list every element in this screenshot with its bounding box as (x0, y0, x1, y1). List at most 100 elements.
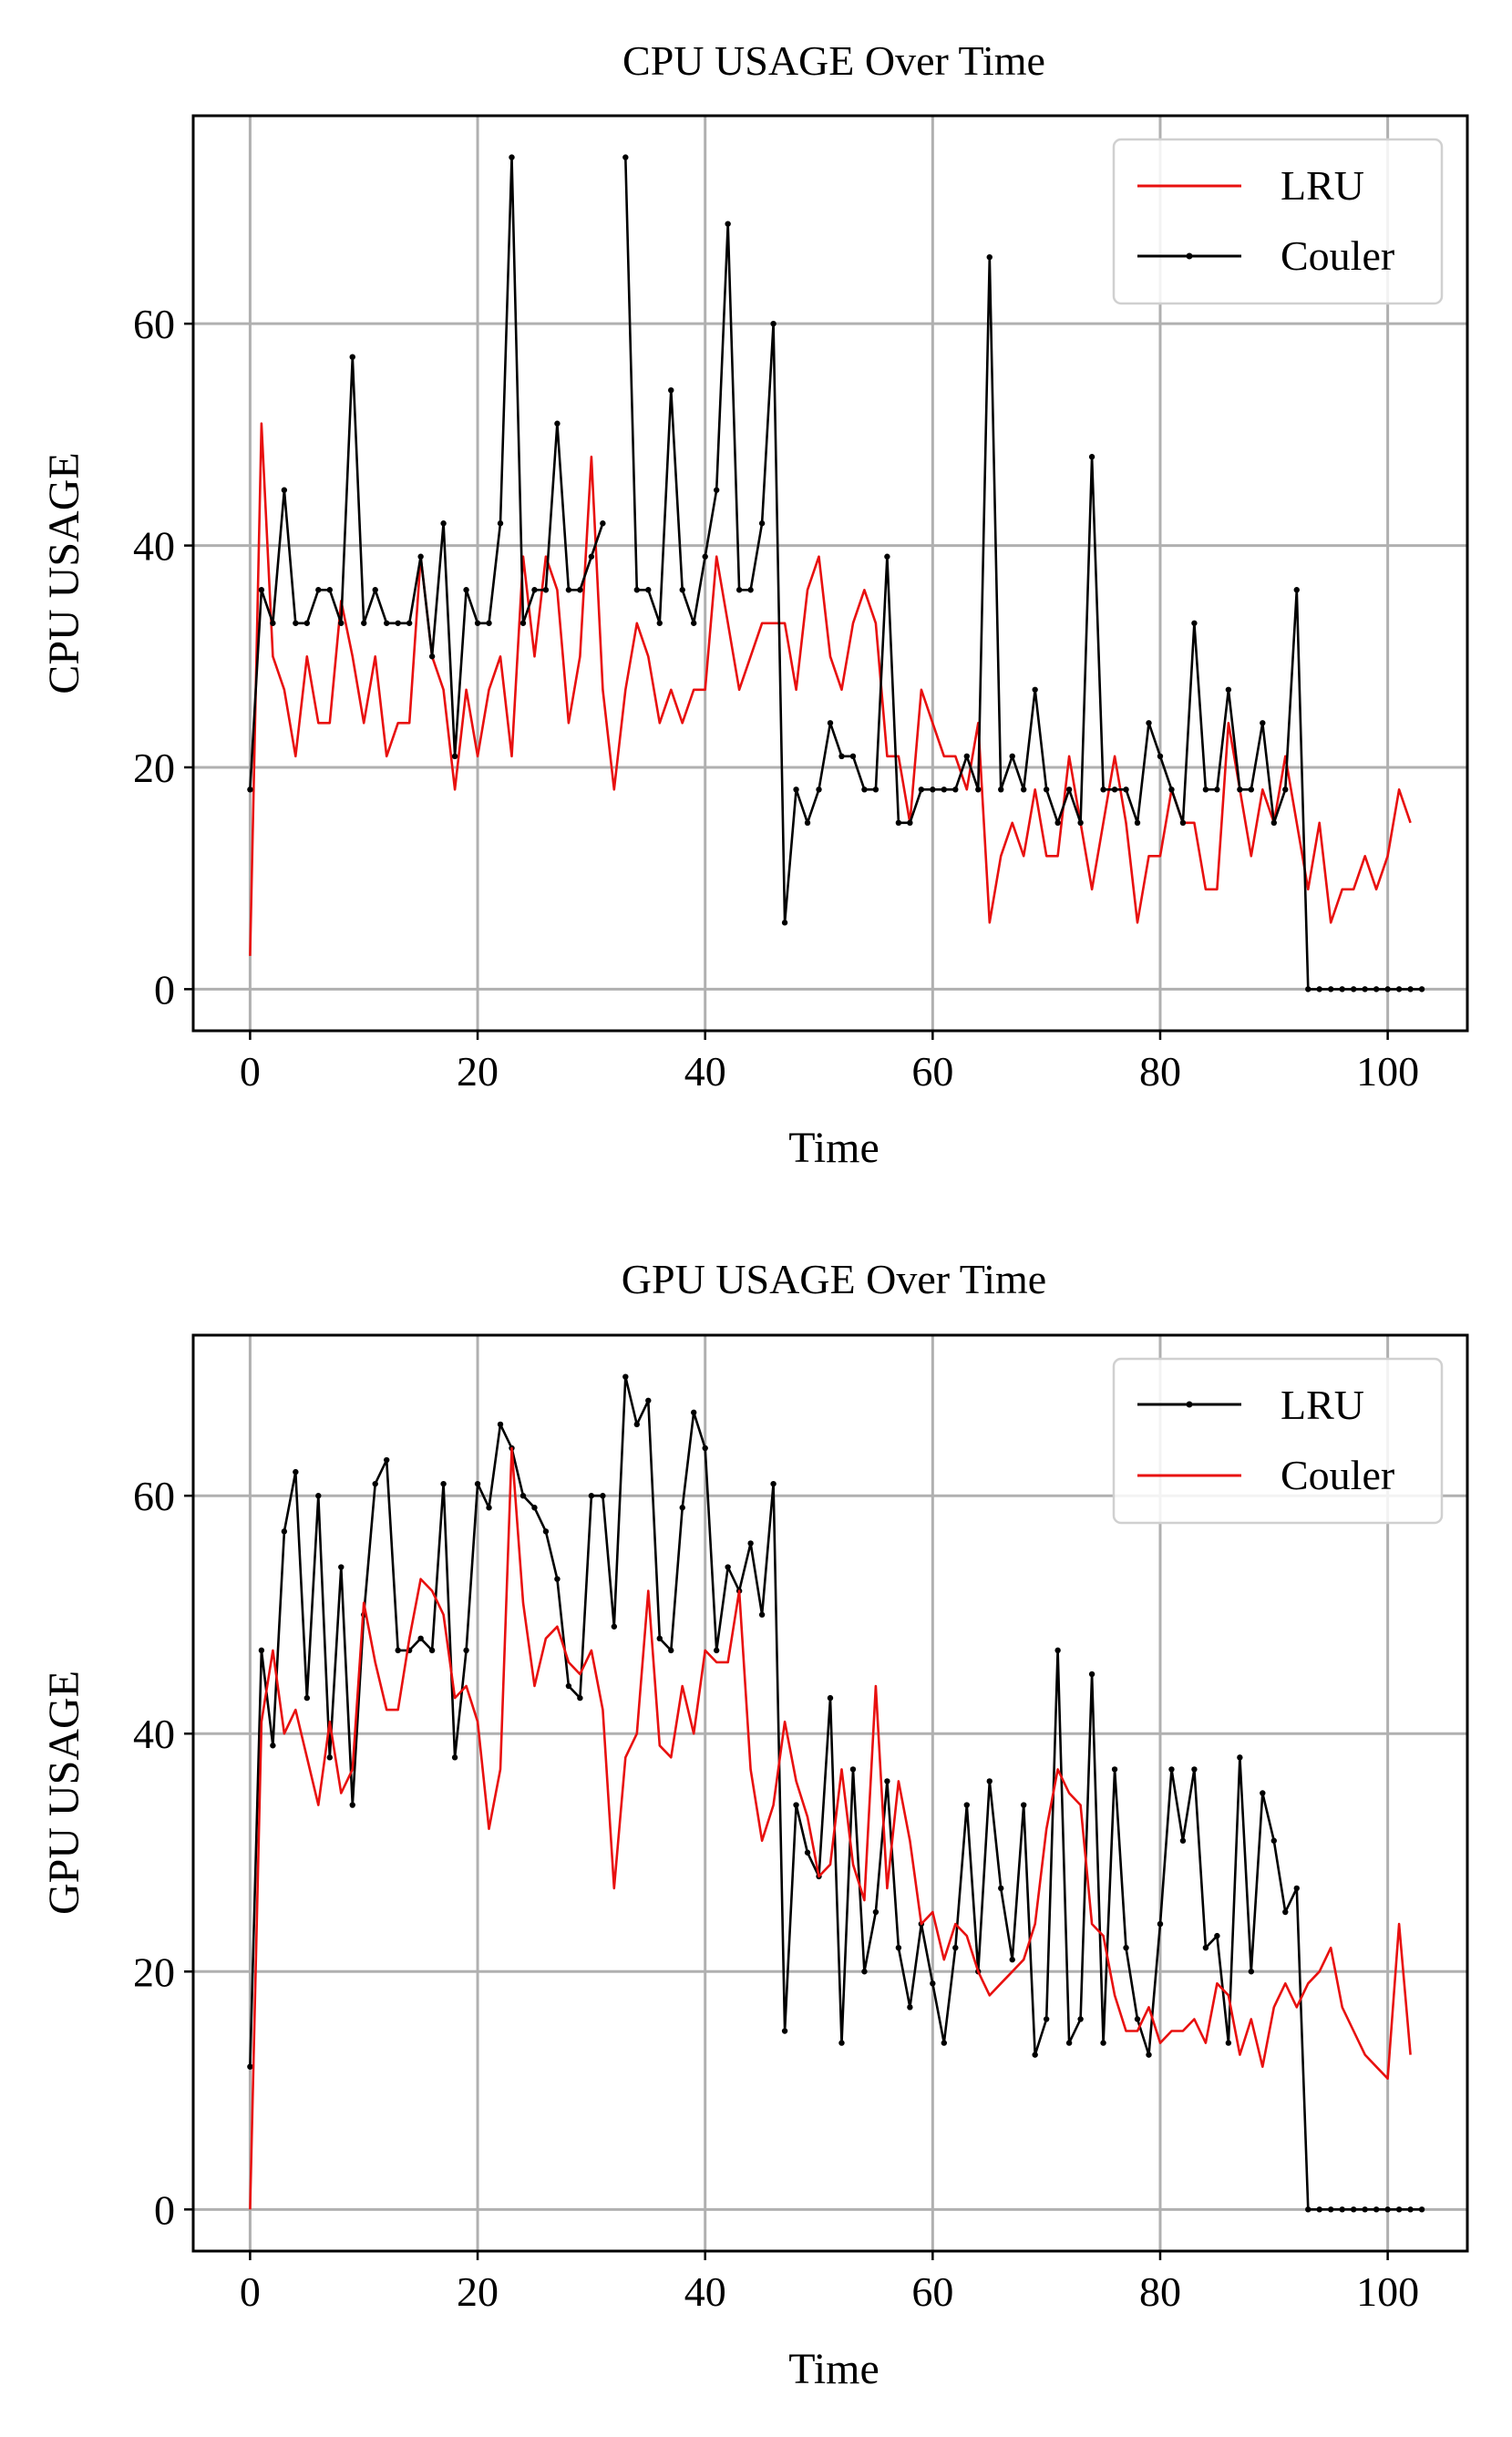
gpu-data-point-lru (827, 1694, 834, 1702)
gpu-data-point-lru (1384, 2206, 1391, 2213)
cpu-data-point-couler (1395, 986, 1403, 992)
cpu-data-point-couler (1088, 454, 1095, 460)
cpu-data-point-couler (986, 253, 993, 261)
gpu-data-point-lru (1077, 2016, 1084, 2022)
cpu-data-point-couler (1260, 720, 1266, 726)
cpu-data-point-couler (1191, 620, 1198, 626)
gpu-data-point-lru (725, 1564, 731, 1570)
gpu-data-point-lru (1168, 1766, 1175, 1773)
gpu-data-point-lru (679, 1505, 685, 1511)
gpu-data-point-lru (1054, 1647, 1061, 1654)
gpu-data-point-lru (804, 1849, 811, 1856)
cpu-data-point-couler (1065, 787, 1073, 793)
gpu-series-line-couler (249, 1446, 1412, 2210)
gpu-chart-title: GPU USAGE Over Time (622, 1256, 1046, 1302)
gpu-data-point-lru (486, 1505, 492, 1511)
cpu-data-point-couler (656, 620, 663, 626)
cpu-data-point-couler (827, 720, 834, 726)
gpu-data-point-lru (1339, 2206, 1345, 2213)
gpu-legend-marker-lru (1186, 1401, 1193, 1408)
gpu-data-point-lru (849, 1766, 857, 1773)
cpu-data-point-couler (1123, 787, 1129, 793)
cpu-data-point-couler (600, 520, 606, 527)
cpu-legend-label-lru: LRU (1281, 162, 1364, 209)
cpu-data-point-couler (1157, 753, 1164, 759)
cpu-data-point-couler (1202, 787, 1209, 793)
cpu-data-point-couler (338, 620, 345, 626)
gpu-data-point-lru (702, 1445, 708, 1452)
gpu-chart-frame (191, 1333, 1469, 2253)
cpu-y-tick-label: 60 (133, 301, 175, 347)
gpu-data-point-lru (1350, 2206, 1357, 2213)
gpu-data-point-lru (1270, 1837, 1278, 1844)
gpu-data-point-lru (588, 1493, 595, 1499)
cpu-data-point-couler (770, 320, 777, 327)
gpu-data-point-lru (758, 1611, 766, 1618)
cpu-data-point-couler (793, 787, 799, 793)
cpu-data-point-couler (258, 587, 265, 593)
cpu-data-point-couler (702, 553, 708, 560)
cpu-data-point-couler (1225, 686, 1232, 693)
cpu-data-point-couler (463, 587, 469, 593)
cpu-data-point-couler (417, 553, 424, 560)
cpu-data-point-couler (725, 221, 731, 227)
gpu-y-tick-label: 20 (133, 1949, 175, 1995)
cpu-legend-label-couler: Couler (1281, 232, 1394, 279)
cpu-legend-box (1112, 138, 1444, 305)
gpu-data-point-lru (645, 1397, 652, 1404)
cpu-data-point-couler (395, 620, 401, 626)
gpu-data-point-lru (303, 1694, 311, 1702)
cpu-x-tick-label: 100 (1356, 1048, 1419, 1095)
gpu-data-point-lru (1282, 1908, 1289, 1916)
cpu-data-point-couler (918, 787, 925, 793)
cpu-data-point-couler (542, 587, 550, 593)
gpu-data-point-lru (838, 2040, 845, 2046)
gpu-data-point-lru (372, 1480, 378, 1487)
gpu-data-point-lru (793, 1802, 799, 1808)
gpu-data-point-lru (963, 1802, 970, 1808)
gpu-data-point-lru (1418, 2206, 1425, 2213)
gpu-data-point-lru (747, 1540, 754, 1547)
gpu-data-point-lru (1179, 1837, 1187, 1844)
gpu-data-point-lru (577, 1694, 583, 1702)
cpu-y-tick-label: 0 (154, 966, 175, 1013)
cpu-legend-marker-couler (1186, 252, 1193, 260)
cpu-data-point-couler (406, 620, 413, 626)
cpu-data-point-couler (930, 787, 936, 793)
cpu-data-point-couler (1418, 986, 1425, 992)
gpu-data-point-lru (1009, 1957, 1015, 1963)
gpu-data-point-lru (1202, 1944, 1209, 1951)
gpu-data-point-lru (1395, 2206, 1403, 2213)
cpu-data-point-couler (735, 587, 743, 593)
gpu-data-point-lru (338, 1564, 345, 1570)
cpu-data-point-couler (588, 553, 595, 560)
gpu-data-point-lru (474, 1480, 481, 1487)
cpu-data-point-couler (577, 587, 583, 593)
cpu-data-point-couler (941, 787, 948, 793)
cpu-data-point-couler (519, 620, 527, 626)
cpu-data-point-couler (383, 620, 390, 626)
cpu-data-point-couler (270, 620, 276, 626)
gpu-data-point-lru (1293, 1885, 1300, 1892)
gpu-data-point-lru (1088, 1671, 1095, 1678)
gpu-data-point-lru (565, 1682, 572, 1690)
gpu-x-tick-label: 20 (457, 2268, 499, 2315)
cpu-data-point-couler (1146, 720, 1152, 726)
cpu-data-point-couler (1282, 787, 1289, 793)
gpu-data-point-lru (668, 1647, 674, 1654)
gpu-data-point-lru (611, 1623, 618, 1630)
gpu-y-tick-label: 60 (133, 1473, 175, 1519)
gpu-data-point-lru (1191, 1766, 1198, 1773)
gpu-y-tick-label: 0 (154, 2186, 175, 2233)
gpu-data-point-lru (1043, 2016, 1050, 2022)
cpu-data-point-couler (975, 787, 982, 793)
gpu-data-point-lru (440, 1480, 447, 1487)
gpu-legend-label-couler: Couler (1281, 1452, 1394, 1498)
cpu-data-point-couler (1270, 819, 1278, 827)
gpu-data-point-lru (656, 1635, 663, 1642)
gpu-data-point-lru (463, 1647, 469, 1654)
gpu-data-point-lru (1407, 2206, 1414, 2213)
cpu-data-point-couler (1032, 686, 1038, 693)
cpu-data-point-couler (884, 553, 890, 560)
gpu-data-point-lru (1157, 1920, 1164, 1928)
